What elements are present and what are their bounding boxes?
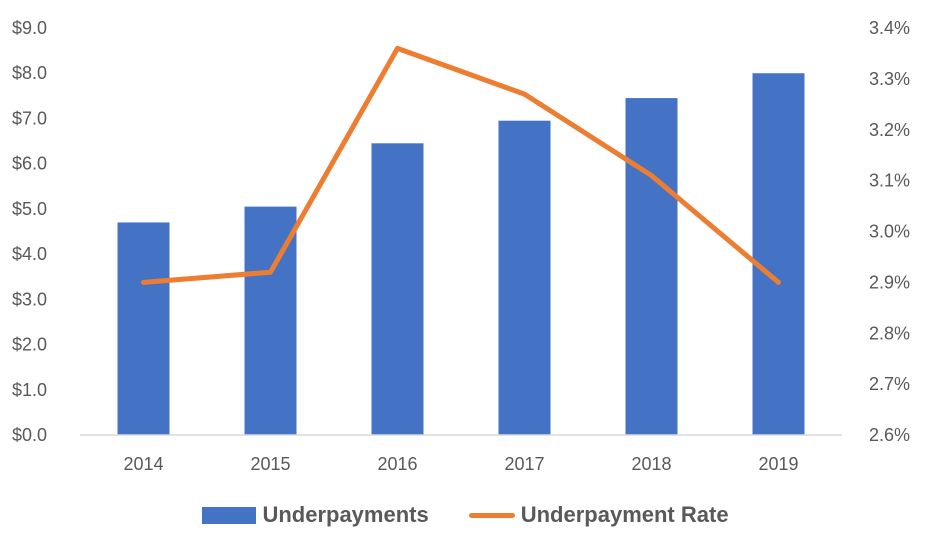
legend: Underpayments Underpayment Rate <box>0 502 931 528</box>
legend-label: Underpayment Rate <box>520 502 729 527</box>
underpayments-bars <box>117 73 805 436</box>
line-swatch-icon <box>468 512 515 518</box>
y2-tick-label: 2.6% <box>869 425 910 445</box>
left-y-axis: $9.0 $8.0 $7.0 $6.0 $5.0 $4.0 $3.0 $2.0 $1.0 $0.0 <box>12 18 47 445</box>
bar-2019 <box>752 73 805 435</box>
y2-tick-label: 3.3% <box>869 69 910 89</box>
x-tick-label: 2017 <box>504 454 544 474</box>
y2-tick-label: 3.0% <box>869 222 910 242</box>
bar-2017 <box>498 120 551 435</box>
y-tick-label: $7.0 <box>12 108 47 128</box>
y2-tick-label: 2.9% <box>869 272 910 292</box>
legend-item-underpayment-rate: Underpayment Rate <box>468 502 729 528</box>
y2-tick-label: 3.1% <box>869 171 910 191</box>
y2-tick-label: 2.8% <box>869 323 910 343</box>
bar-swatch-icon <box>202 506 257 524</box>
y-tick-label: $5.0 <box>12 199 47 219</box>
bar-2016 <box>371 143 424 436</box>
x-axis-labels: 2014 2015 2016 2017 2018 2019 <box>123 454 798 474</box>
y-tick-label: $4.0 <box>12 244 47 264</box>
y-tick-label: $8.0 <box>12 63 47 83</box>
x-tick-label: 2016 <box>377 454 417 474</box>
y2-tick-label: 3.4% <box>869 18 910 38</box>
y2-tick-label: 2.7% <box>869 374 910 394</box>
right-y-axis: 3.4% 3.3% 3.2% 3.1% 3.0% 2.9% 2.8% 2.7% 2.6% <box>869 18 910 445</box>
y-tick-label: $6.0 <box>12 154 47 174</box>
bar-2014 <box>117 222 170 435</box>
y-tick-label: $1.0 <box>12 380 47 400</box>
x-tick-label: 2015 <box>250 454 290 474</box>
y-tick-label: $2.0 <box>12 335 47 355</box>
legend-item-underpayments: Underpayments <box>202 502 429 528</box>
combo-chart: $9.0 $8.0 $7.0 $6.0 $5.0 $4.0 $3.0 $2.0 $1.0 $0.0… <box>12 18 910 474</box>
y2-tick-label: 3.2% <box>869 120 910 140</box>
bar-2018 <box>625 98 678 435</box>
y-tick-label: $0.0 <box>12 425 47 445</box>
legend-label: Underpayments <box>262 502 429 527</box>
x-tick-label: 2019 <box>758 454 798 474</box>
underpayment-rate-line <box>141 45 781 285</box>
y-tick-label: $9.0 <box>12 18 47 38</box>
x-tick-label: 2018 <box>631 454 671 474</box>
x-tick-label: 2014 <box>123 454 163 474</box>
y-tick-label: $3.0 <box>12 289 47 309</box>
